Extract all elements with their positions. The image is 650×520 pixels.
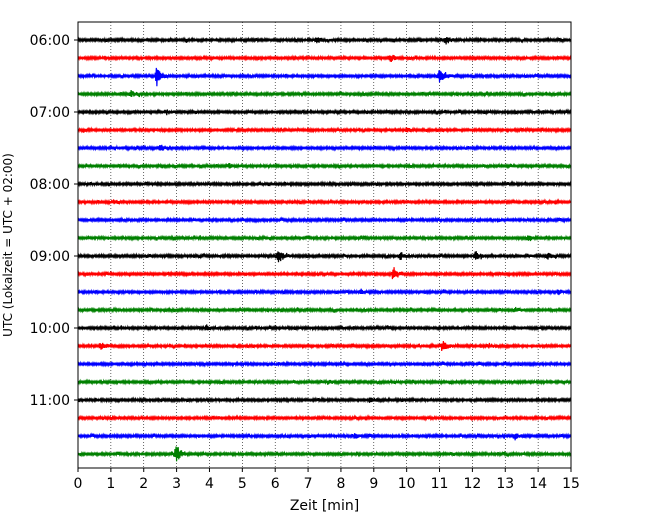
- x-tick-label: 6: [271, 476, 280, 492]
- x-tick-label: 9: [369, 476, 378, 492]
- y-tick-label: 09:00: [30, 249, 70, 265]
- trace-0615: [77, 54, 572, 62]
- trace-1145: [77, 446, 572, 462]
- y-tick-label: 08:00: [30, 177, 70, 193]
- trace-0715: [77, 126, 572, 134]
- y-axis-label: UTC (Lokalzeit = UTC + 02:00): [1, 153, 15, 337]
- y-axis-ticks: 06:00 07:00 08:00 09:00 10:00 11:00: [30, 33, 78, 409]
- trace-0845: [77, 234, 572, 242]
- trace-0815: [77, 198, 572, 206]
- y-tick-label: 06:00: [30, 33, 70, 49]
- trace-1115: [77, 414, 572, 422]
- trace-1130: [77, 432, 572, 441]
- x-tick-label: 14: [529, 476, 547, 492]
- trace-0915: [77, 267, 572, 280]
- x-tick-label: 15: [562, 476, 580, 492]
- x-tick-label: 10: [398, 476, 416, 492]
- x-tick-label: 0: [74, 476, 83, 492]
- x-tick-label: 12: [463, 476, 481, 492]
- trace-1015: [77, 340, 572, 351]
- x-tick-label: 3: [172, 476, 181, 492]
- trace-1045: [77, 378, 572, 386]
- trace-0745: [77, 162, 572, 170]
- trace-0700: [77, 108, 572, 116]
- y-tick-label: 10:00: [30, 321, 70, 337]
- trace-1030: [77, 360, 572, 368]
- trace-0645: [77, 89, 572, 98]
- trace-0900: [77, 251, 572, 263]
- trace-0800: [77, 180, 572, 188]
- trace-0600: [77, 36, 572, 45]
- seismogram-traces: [77, 36, 572, 462]
- y-tick-label: 11:00: [30, 393, 70, 409]
- trace-0930: [77, 288, 572, 296]
- trace-0945: [77, 306, 572, 314]
- x-tick-label: 2: [139, 476, 148, 492]
- x-tick-label: 8: [336, 476, 345, 492]
- x-axis-ticks: 0 1 2 3 4 5 6 7 8 9 10 11 12 13 14 15: [74, 468, 580, 492]
- x-axis-label: Zeit [min]: [290, 498, 359, 514]
- trace-0630: [77, 67, 572, 87]
- trace-1000: [77, 324, 572, 332]
- x-tick-label: 11: [431, 476, 449, 492]
- x-tick-label: 13: [496, 476, 514, 492]
- x-tick-label: 7: [304, 476, 313, 492]
- trace-0830: [77, 216, 572, 224]
- plot-frame: [77, 21, 572, 469]
- x-tick-label: 4: [205, 476, 214, 492]
- trace-0730: [77, 144, 572, 152]
- x-tick-label: 1: [106, 476, 115, 492]
- y-tick-label: 07:00: [30, 105, 70, 121]
- x-tick-label: 5: [238, 476, 247, 492]
- trace-1100: [77, 396, 572, 404]
